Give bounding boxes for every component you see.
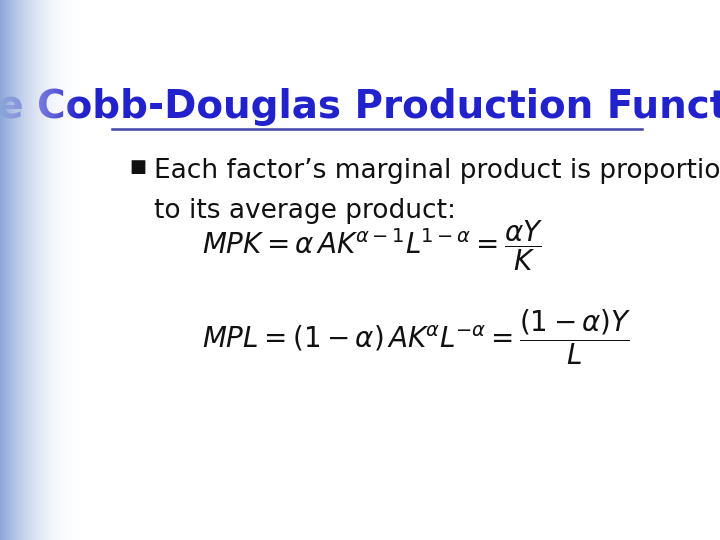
Text: Each factor’s marginal product is proportional: Each factor’s marginal product is propor… [154, 158, 720, 184]
Text: The Cobb-Douglas Production Function: The Cobb-Douglas Production Function [0, 87, 720, 126]
Text: $\mathit{MPL} = (1-\alpha)\,\mathbf{\mathit{A}}\mathbf{\mathit{K}}^{\alpha}\math: $\mathit{MPL} = (1-\alpha)\,\mathbf{\mat… [202, 307, 631, 367]
Text: to its average product:: to its average product: [154, 198, 456, 224]
Text: ■: ■ [129, 158, 146, 177]
Text: $\mathit{MPK} = \alpha\,\mathbf{\mathit{A}}\mathbf{\mathit{K}}^{\alpha-1}\mathbf: $\mathit{MPK} = \alpha\,\mathbf{\mathit{… [202, 218, 544, 273]
